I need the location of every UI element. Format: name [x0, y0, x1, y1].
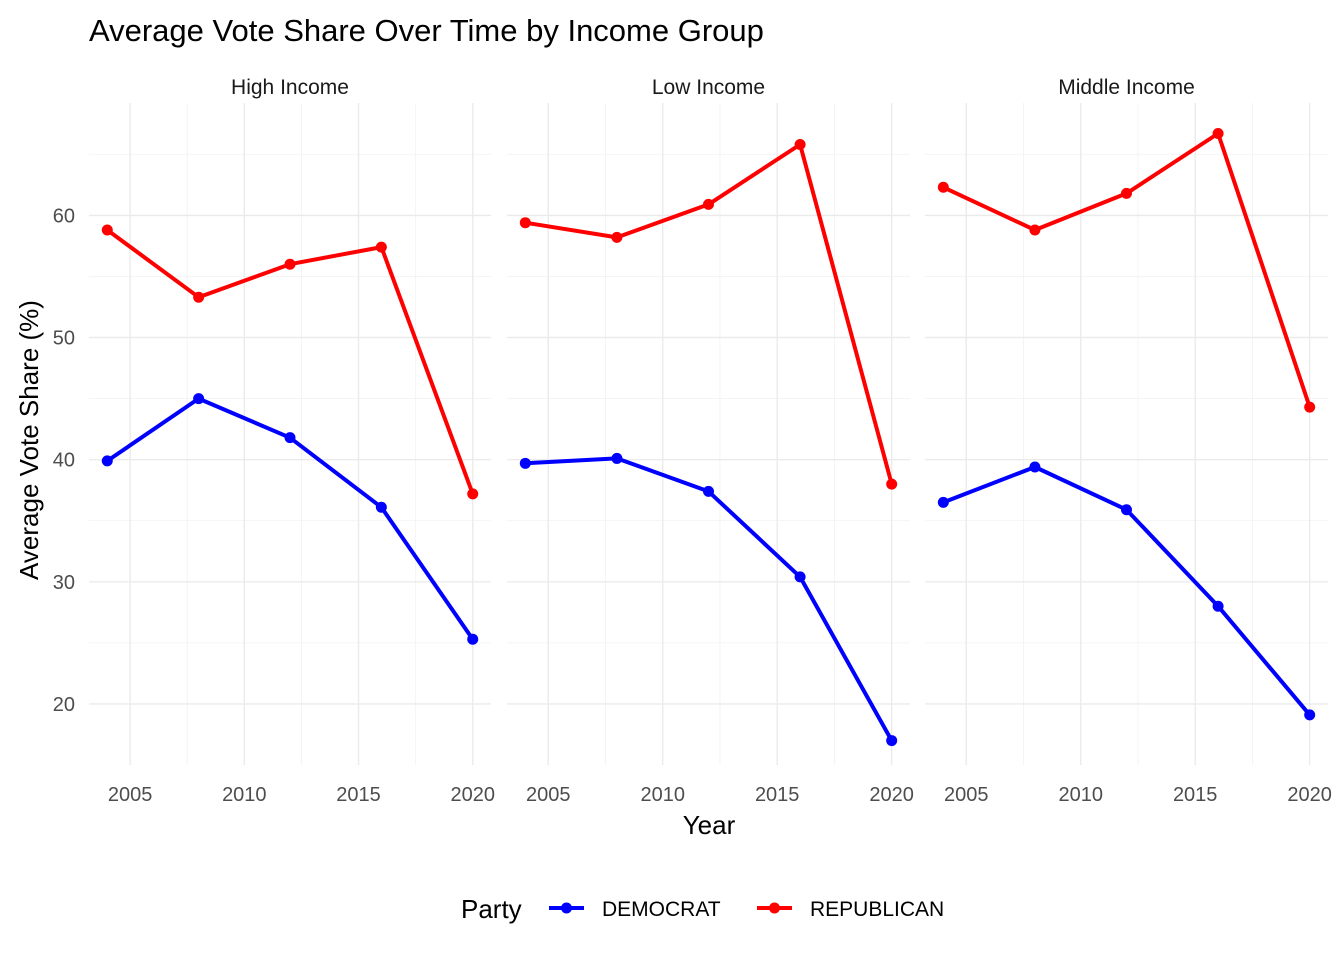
x-tick-label: 2005 [108, 784, 153, 806]
legend-label: DEMOCRAT [602, 898, 721, 921]
data-point-democrat [1212, 600, 1224, 612]
data-point-republican [375, 241, 387, 253]
series-line-republican [941, 131, 1312, 410]
x-tick-label: 2010 [640, 784, 685, 806]
data-point-democrat [519, 457, 531, 469]
x-tick-label: 2015 [755, 784, 800, 806]
legend-key-democrat [549, 902, 584, 914]
facet-strip-label: Middle Income [1058, 76, 1195, 99]
y-tick-label: 40 [53, 450, 75, 472]
data-point-democrat [1029, 461, 1041, 473]
facet-strip-label: Low Income [652, 76, 765, 99]
data-point-democrat [284, 432, 296, 444]
data-point-democrat [611, 452, 623, 464]
data-point-democrat [1304, 709, 1316, 721]
data-point-democrat [703, 485, 714, 497]
legend-title: Party [461, 894, 522, 924]
series-line-republican [523, 142, 894, 487]
legend-label: REPUBLICAN [810, 898, 944, 921]
data-point-republican [1304, 401, 1316, 413]
x-tick-label: 2020 [1287, 784, 1332, 806]
facet-strip-label: High Income [231, 76, 349, 99]
x-tick-label: 2010 [1058, 784, 1103, 806]
data-point-democrat [101, 455, 113, 467]
data-point-democrat [375, 501, 387, 513]
y-axis-title: Average Vote Share (%) [14, 300, 44, 580]
series-line-democrat [941, 465, 1312, 717]
x-tick-label: 2010 [222, 784, 267, 806]
facet-panel: Middle Income 2005 2010 2015 2020 [925, 76, 1332, 806]
data-point-republican [794, 139, 806, 151]
series-line-democrat [523, 456, 894, 743]
legend-key-point [769, 902, 780, 914]
facet-panel: High Income 2005 2010 2015 2020 [89, 76, 495, 806]
data-point-democrat [937, 496, 949, 508]
x-tick-label: 2005 [526, 784, 571, 806]
y-tick-label: 50 [53, 328, 75, 350]
data-point-republican [937, 181, 949, 193]
y-tick-label: 20 [53, 694, 75, 716]
x-tick-label: 2020 [450, 784, 495, 806]
x-axis-title: Year [683, 810, 736, 840]
data-point-republican [519, 217, 531, 229]
data-point-republican [703, 198, 714, 210]
data-point-republican [193, 291, 205, 303]
x-tick-label: 2015 [1173, 784, 1218, 806]
legend-key-republican [757, 902, 792, 914]
facet-panel: Low Income 2005 2010 2015 2020 [507, 76, 914, 806]
data-point-republican [467, 488, 479, 500]
data-point-republican [101, 224, 113, 236]
data-point-democrat [1121, 504, 1132, 516]
data-point-democrat [193, 393, 205, 405]
legend: Party DEMOCRAT REPUBLICAN [461, 894, 944, 924]
data-point-republican [886, 478, 898, 490]
data-point-democrat [794, 571, 806, 583]
data-point-democrat [886, 735, 898, 747]
y-tick-label: 60 [53, 205, 75, 227]
y-tick-label: 30 [53, 572, 75, 594]
data-point-republican [1212, 128, 1224, 140]
data-point-republican [1121, 187, 1132, 199]
data-point-republican [1029, 224, 1041, 236]
x-tick-label: 2015 [336, 784, 381, 806]
legend-key-point [561, 902, 572, 914]
x-tick-label: 2005 [944, 784, 989, 806]
chart-title: Average Vote Share Over Time by Income G… [89, 13, 764, 48]
data-point-democrat [467, 633, 479, 645]
data-point-republican [284, 258, 296, 270]
data-point-republican [611, 231, 623, 243]
x-tick-label: 2020 [869, 784, 914, 806]
